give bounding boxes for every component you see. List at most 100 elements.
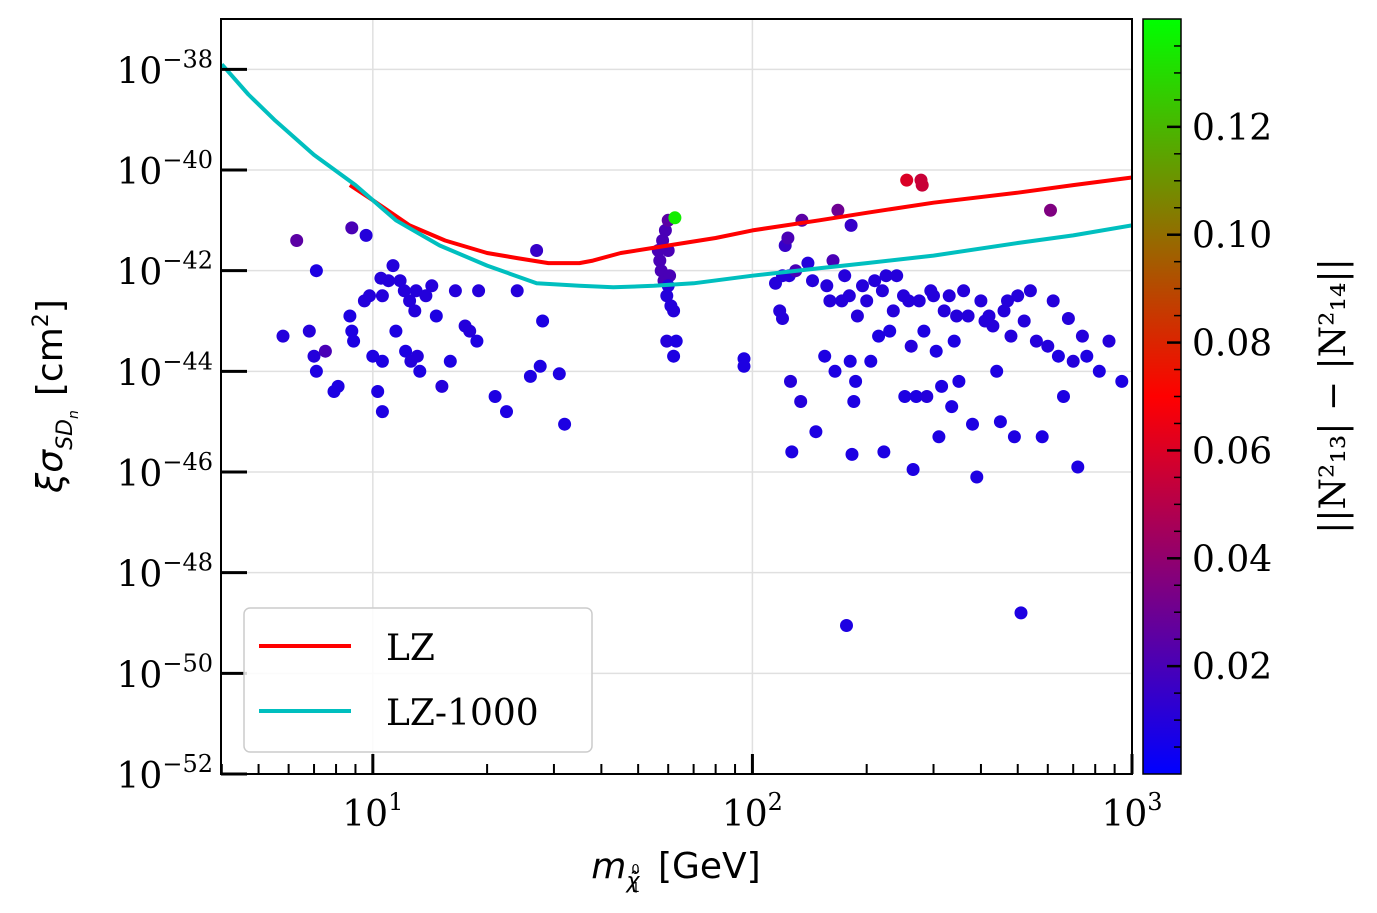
scatter-point <box>500 405 513 419</box>
x-tick-exp: 3 <box>1147 788 1162 816</box>
scatter-point <box>1004 329 1018 343</box>
series-line-lz-1000 <box>221 62 1132 290</box>
scatter-point <box>1075 329 1089 343</box>
scatter-point <box>801 256 815 270</box>
scatter-point <box>927 289 940 303</box>
y-tick-label: 10−46 <box>117 448 213 495</box>
scatter-point <box>1011 289 1025 303</box>
scatter-point <box>842 289 856 303</box>
x-tick-label: 103 <box>1101 788 1162 835</box>
scatter-point <box>667 304 681 318</box>
scatter-point <box>1023 284 1037 298</box>
scatter-point <box>472 284 486 298</box>
y-tick-base: 10 <box>117 756 163 797</box>
scatter-point <box>429 309 443 323</box>
scatter-point <box>399 344 413 358</box>
colorbar-tick-label: 0.06 <box>1192 431 1272 472</box>
y-tick-exp: −44 <box>162 347 213 375</box>
scatter-point <box>942 289 956 303</box>
scatter-point <box>536 314 550 328</box>
scatter-point <box>658 223 672 237</box>
y-label-subsub: n <box>66 410 82 419</box>
y-tick-base: 10 <box>117 51 163 92</box>
scatter-point <box>1102 334 1116 348</box>
scatter-point <box>912 294 926 308</box>
scatter-point <box>343 309 357 323</box>
scatter-point <box>470 334 484 348</box>
x-label-sup: 0 <box>631 863 639 878</box>
plot-frame <box>220 18 1133 775</box>
scatter-point <box>403 294 417 308</box>
scatter-point <box>838 269 852 283</box>
scatter-point <box>872 329 886 343</box>
scatter-point <box>413 364 427 378</box>
scatter-point <box>781 231 795 245</box>
scatter-point <box>794 395 808 408</box>
scatter-point <box>660 289 674 303</box>
series-line-lz <box>348 175 1132 266</box>
scatter-point <box>784 374 797 388</box>
x-label-m: m <box>591 846 626 887</box>
x-tick-base: 10 <box>342 794 388 835</box>
scatter-point <box>875 284 889 298</box>
y-tick-label: 10−52 <box>117 750 213 797</box>
x-tick-base: 10 <box>722 794 768 835</box>
scatter-point <box>844 218 858 232</box>
scatter-point <box>957 284 971 298</box>
scatter-point <box>904 339 918 353</box>
scatter-point <box>393 274 407 288</box>
x-tick-label: 102 <box>722 788 783 835</box>
y-tick-exp: −50 <box>162 649 213 677</box>
scatter-point <box>425 279 439 293</box>
scatter-point <box>937 304 951 318</box>
scatter-point <box>331 379 345 393</box>
scatter-point <box>961 309 975 323</box>
colorbar-tick-label: 0.10 <box>1192 216 1272 257</box>
scatter-point <box>845 447 859 461</box>
scatter-point <box>345 324 359 338</box>
scatter-point <box>997 304 1011 318</box>
x-tick-base: 10 <box>1101 794 1147 835</box>
scatter-point <box>309 264 323 278</box>
scatter-point <box>982 309 996 323</box>
scatter-point <box>1066 354 1080 368</box>
scatter-point <box>1080 349 1094 363</box>
x-tick-exp: 2 <box>768 788 783 816</box>
scatter-point <box>1017 314 1031 328</box>
scatter-point <box>900 173 914 187</box>
scatter-point <box>1071 460 1085 474</box>
scatter-point <box>952 374 966 388</box>
scatter-point <box>993 415 1007 429</box>
x-axis-label: mχ̃0 1 [GeV] <box>591 846 760 896</box>
scatter-point <box>371 385 385 398</box>
scatter-point <box>847 395 861 408</box>
y-label-sub: SD <box>53 419 78 450</box>
scatter-point <box>1001 294 1014 308</box>
colorbar-ticks: 0.02 0.04 0.06 0.08 0.10 0.12 <box>1167 45 1272 748</box>
colorbar-tick-label: 0.02 <box>1192 647 1272 688</box>
scatter-point <box>902 294 916 308</box>
scatter-point <box>533 359 547 373</box>
y-tick-label: 10−48 <box>117 549 213 596</box>
x-label-sub: χ̃ <box>625 869 640 894</box>
legend-label-lz-1000: LZ-1000 <box>386 693 539 734</box>
scatter-point <box>860 294 874 308</box>
scatter-point <box>1051 349 1065 363</box>
scatter-point <box>663 269 677 283</box>
scatter-point <box>970 470 984 484</box>
scatter-point <box>397 284 411 298</box>
scatter-point <box>818 349 832 363</box>
scatter-point <box>909 390 923 403</box>
scatter-point <box>947 334 961 348</box>
scatter-point <box>530 244 544 257</box>
scatter-point <box>898 390 912 403</box>
scatter-point <box>929 344 943 358</box>
legend-label-lz: LZ <box>386 628 435 669</box>
y-axis-label: ξσSDn [cm2] <box>29 299 82 494</box>
scatter-point <box>886 304 900 318</box>
scatter-point <box>435 379 449 393</box>
scatter-point <box>309 364 323 378</box>
scatter-point <box>776 312 789 325</box>
